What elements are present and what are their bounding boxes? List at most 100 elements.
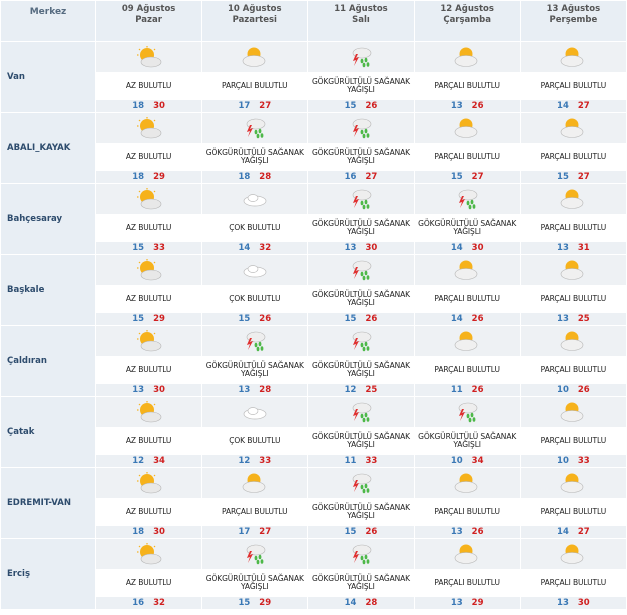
city-row: Bahçesaray bbox=[1, 184, 626, 254]
partly-cloudy-icon bbox=[560, 118, 586, 138]
temperature-cell: 15 26 bbox=[308, 526, 414, 538]
city-row: Erciş bbox=[1, 539, 626, 609]
weather-icon-cell bbox=[520, 397, 626, 427]
temperature-cell: 13 26 bbox=[414, 100, 520, 112]
description-row: AZ BULUTLU PARÇALI BULUTLU GÖKGÜRÜLTÜLÜ SA… bbox=[1, 499, 626, 525]
sun-cloud-icon bbox=[136, 543, 162, 565]
high-temp: 28 bbox=[365, 598, 378, 608]
description-row: AZ BULUTLU ÇOK BULUTLU GÖKGÜRÜLTÜLÜ SAĞANA… bbox=[1, 428, 626, 454]
temperature-cell: 18 30 bbox=[96, 526, 202, 538]
high-temp: 30 bbox=[153, 101, 165, 111]
temperature-cell: 11 26 bbox=[414, 384, 520, 396]
weather-description: GÖKGÜRÜLTÜLÜ SAĞANAK YAĞIŞLI bbox=[414, 215, 520, 241]
partly-cloudy-icon bbox=[560, 402, 586, 422]
low-temp: 16 bbox=[344, 172, 357, 182]
weather-description: GÖKGÜRÜLTÜLÜ SAĞANAK YAĞIŞLI bbox=[308, 215, 414, 241]
weather-icon-cell bbox=[202, 539, 308, 569]
low-temp: 17 bbox=[238, 527, 251, 537]
temperature-cell: 14 28 bbox=[308, 597, 414, 609]
weather-description: GÖKGÜRÜLTÜLÜ SAĞANAK YAĞIŞLI bbox=[308, 357, 414, 383]
partly-cloudy-icon bbox=[454, 47, 480, 67]
temperature-cell: 15 26 bbox=[308, 313, 414, 325]
description-row: AZ BULUTLU ÇOK BULUTLU GÖKGÜRÜLTÜLÜ SAĞANA… bbox=[1, 286, 626, 312]
city-name[interactable]: Erciş bbox=[1, 539, 95, 609]
thunderstorm-icon bbox=[454, 402, 480, 423]
day-date: 10 Ağustos bbox=[228, 4, 282, 14]
high-temp: 27 bbox=[365, 172, 378, 182]
high-temp: 26 bbox=[471, 314, 484, 324]
high-temp: 28 bbox=[259, 172, 272, 182]
thunderstorm-icon bbox=[242, 118, 268, 139]
weather-icon-cell bbox=[96, 184, 202, 214]
partly-cloudy-icon bbox=[454, 331, 480, 351]
high-temp: 26 bbox=[471, 101, 484, 111]
weather-icon-cell bbox=[520, 539, 626, 569]
weather-description: PARÇALI BULUTLU bbox=[520, 144, 626, 170]
thunderstorm-icon bbox=[348, 473, 374, 494]
description-row: AZ BULUTLU PARÇALI BULUTLU GÖKGÜRÜLTÜLÜ SA… bbox=[1, 73, 626, 99]
day-header: 09 Ağustos Pazar bbox=[96, 1, 202, 41]
temperature-cell: 13 30 bbox=[308, 242, 414, 254]
temperature-cell: 18 29 bbox=[96, 171, 202, 183]
sun-cloud-icon bbox=[136, 117, 162, 139]
partly-cloudy-icon bbox=[454, 544, 480, 564]
high-temp: 32 bbox=[259, 243, 272, 253]
high-temp: 27 bbox=[577, 172, 590, 182]
high-temp: 26 bbox=[365, 314, 378, 324]
city-name[interactable]: Çatak bbox=[1, 397, 95, 467]
high-temp: 26 bbox=[365, 527, 378, 537]
low-temp: 14 bbox=[450, 314, 463, 324]
city-name[interactable]: Çaldıran bbox=[1, 326, 95, 396]
weather-icon-cell bbox=[414, 255, 520, 285]
thunderstorm-icon bbox=[242, 331, 268, 352]
temperature-cell: 18 28 bbox=[202, 171, 308, 183]
low-temp: 17 bbox=[238, 101, 251, 111]
high-temp: 26 bbox=[259, 314, 272, 324]
temperature-cell: 15 26 bbox=[308, 100, 414, 112]
weather-icon-cell bbox=[96, 42, 202, 72]
temperature-cell: 13 30 bbox=[96, 384, 202, 396]
low-temp: 14 bbox=[238, 243, 251, 253]
low-temp: 15 bbox=[238, 314, 251, 324]
temperature-cell: 15 29 bbox=[202, 597, 308, 609]
weather-description: PARÇALI BULUTLU bbox=[414, 73, 520, 99]
weather-description: ÇOK BULUTLU bbox=[202, 215, 308, 241]
city-name[interactable]: Van bbox=[1, 42, 95, 112]
thunderstorm-icon bbox=[348, 118, 374, 139]
weather-description: AZ BULUTLU bbox=[96, 144, 202, 170]
low-temp: 13 bbox=[132, 385, 145, 395]
weather-description: AZ BULUTLU bbox=[96, 499, 202, 525]
partly-cloudy-icon bbox=[242, 47, 268, 67]
city-name[interactable]: Başkale bbox=[1, 255, 95, 325]
low-temp: 18 bbox=[238, 172, 251, 182]
low-temp: 10 bbox=[450, 456, 463, 466]
low-temp: 14 bbox=[557, 527, 569, 537]
day-date: 11 Ağustos bbox=[334, 4, 388, 14]
high-temp: 34 bbox=[471, 456, 484, 466]
weather-icon-cell bbox=[308, 326, 414, 356]
weather-description: GÖKGÜRÜLTÜLÜ SAĞANAK YAĞIŞLI bbox=[202, 144, 308, 170]
temperature-cell: 16 27 bbox=[308, 171, 414, 183]
temperature-cell: 14 32 bbox=[202, 242, 308, 254]
city-name[interactable]: Bahçesaray bbox=[1, 184, 95, 254]
weather-description: PARÇALI BULUTLU bbox=[520, 215, 626, 241]
city-name[interactable]: ABALI_KAYAK bbox=[1, 113, 95, 183]
weather-icon-cell bbox=[202, 397, 308, 427]
temperature-row: 16 32 15 29 14 28 13 29 13 30 bbox=[1, 597, 626, 609]
day-header: 10 Ağustos Pazartesi bbox=[202, 1, 308, 41]
temperature-cell: 12 33 bbox=[202, 455, 308, 467]
thunderstorm-icon bbox=[348, 331, 374, 352]
city-name[interactable]: EDREMIT-VAN bbox=[1, 468, 95, 538]
temperature-row: 15 29 15 26 15 26 14 26 13 25 bbox=[1, 313, 626, 325]
weather-icon-cell bbox=[202, 255, 308, 285]
high-temp: 26 bbox=[365, 101, 378, 111]
weather-icon-cell bbox=[414, 326, 520, 356]
temperature-cell: 13 26 bbox=[414, 526, 520, 538]
thunderstorm-icon bbox=[348, 189, 374, 210]
weather-icon-cell bbox=[308, 539, 414, 569]
temperature-cell: 13 29 bbox=[414, 597, 520, 609]
weather-description: PARÇALI BULUTLU bbox=[414, 144, 520, 170]
partly-cloudy-icon bbox=[454, 118, 480, 138]
temperature-row: 15 33 14 32 13 30 14 30 13 31 bbox=[1, 242, 626, 254]
weather-icon-cell bbox=[202, 42, 308, 72]
